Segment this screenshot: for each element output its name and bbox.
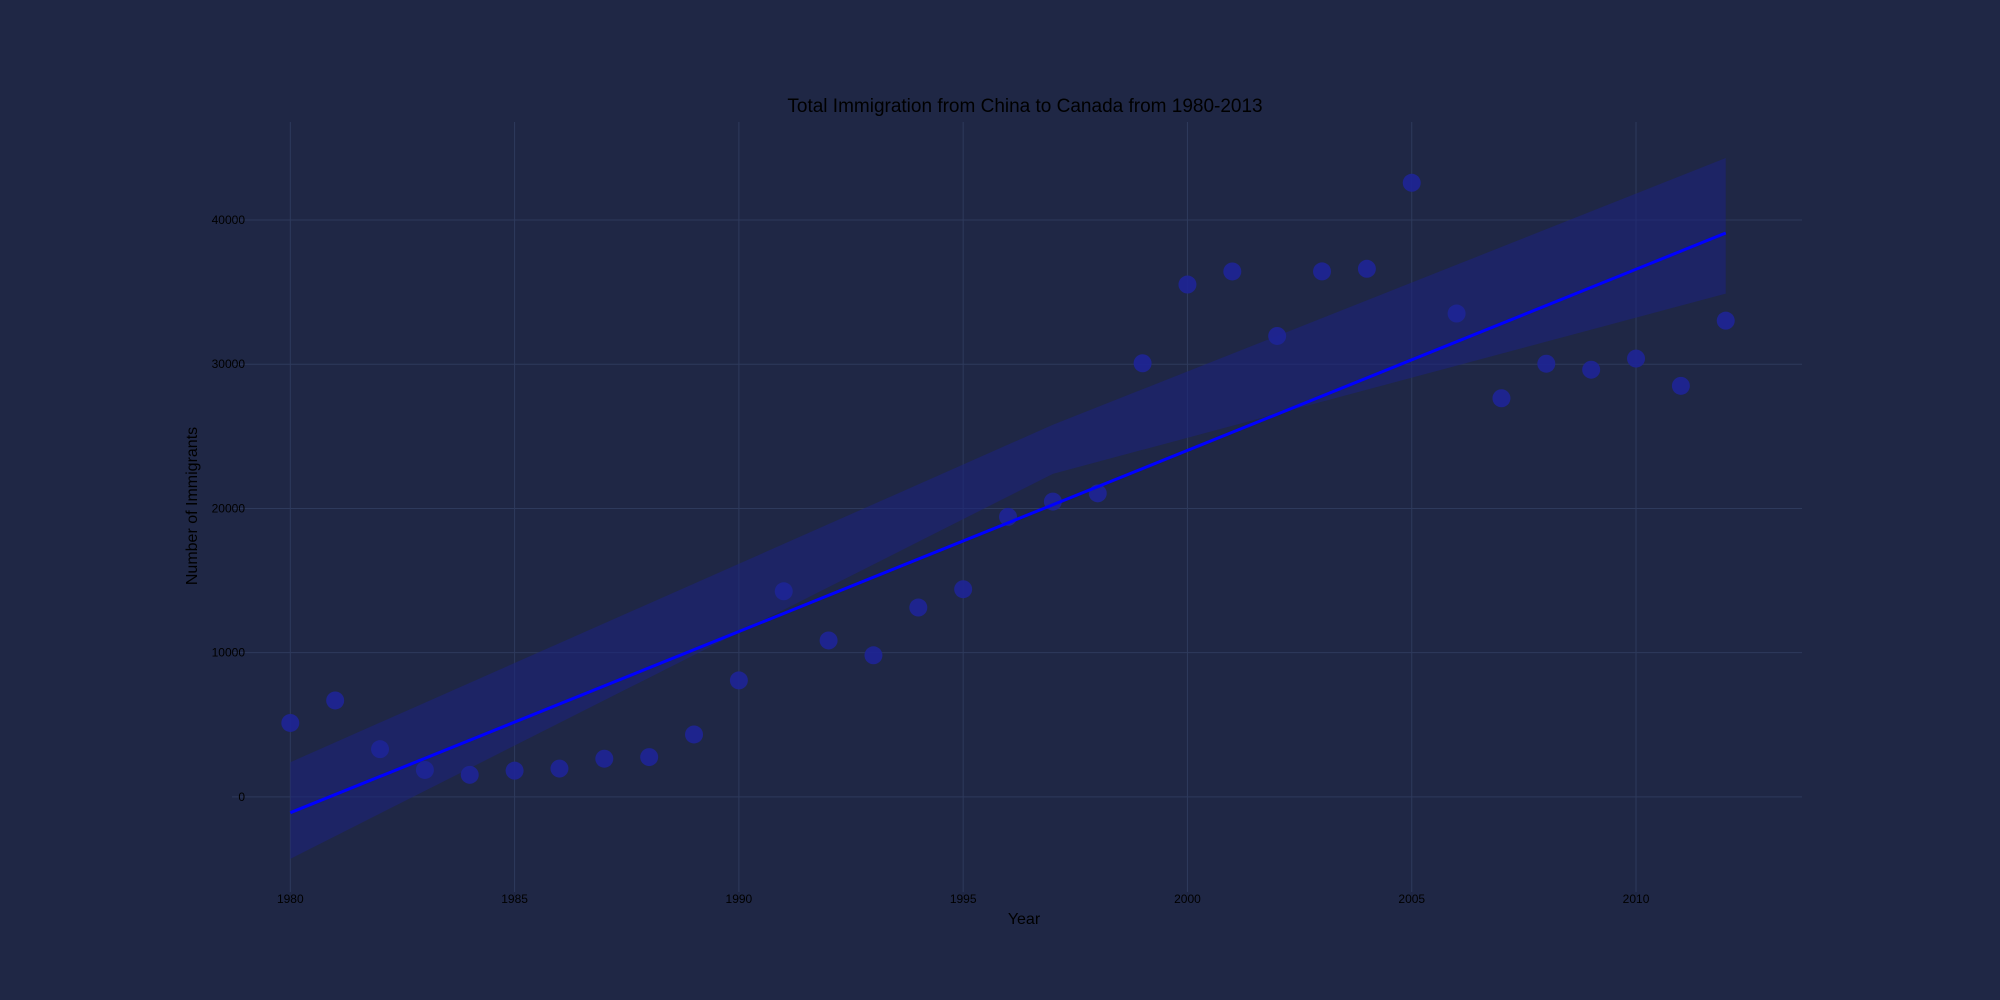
- data-point: [774, 582, 793, 601]
- data-point: [1671, 376, 1690, 395]
- data-point: [550, 759, 569, 778]
- x-tick-label: 1980: [277, 892, 304, 906]
- data-point: [1133, 354, 1152, 373]
- chart-title: Total Immigration from China to Canada f…: [787, 96, 1262, 117]
- y-tick-label: 30000: [212, 357, 246, 371]
- data-point: [1716, 311, 1735, 330]
- x-tick-label: 2000: [1174, 892, 1201, 906]
- x-tick-label: 1995: [950, 892, 977, 906]
- data-point: [819, 631, 838, 650]
- data-point: [685, 725, 704, 744]
- data-point: [505, 761, 524, 780]
- confidence-band: [290, 158, 1726, 859]
- tick-labels: 1980 1985 1990 1995 2000 2005 2010 0 10000 20000 3…: [212, 213, 1650, 906]
- data-point: [1627, 349, 1646, 368]
- y-tick-label: 0: [238, 790, 245, 804]
- data-point: [1582, 360, 1601, 379]
- data-point: [909, 598, 928, 617]
- data-points: [281, 173, 1735, 784]
- regression-line-layer: [289, 231, 1727, 815]
- data-point: [460, 765, 479, 784]
- data-point: [954, 580, 973, 599]
- grid: [232, 122, 1802, 892]
- data-point: [281, 713, 300, 732]
- data-point: [595, 749, 614, 768]
- data-point: [1178, 275, 1197, 294]
- x-tick-label: 2005: [1398, 892, 1425, 906]
- y-tick-label: 40000: [212, 213, 246, 227]
- data-point: [1492, 389, 1511, 408]
- data-point: [1357, 259, 1376, 278]
- y-axis-label: Number of Immigrants: [184, 427, 201, 585]
- y-tick-label: 10000: [212, 646, 246, 660]
- x-tick-label: 1990: [726, 892, 753, 906]
- x-axis-label: Year: [1008, 911, 1041, 928]
- data-point: [326, 691, 345, 710]
- data-point: [729, 671, 748, 690]
- data-point: [1537, 354, 1556, 373]
- data-point: [371, 740, 390, 759]
- data-point: [1447, 304, 1466, 323]
- data-point: [415, 760, 434, 779]
- regression-line: [289, 231, 1727, 815]
- x-tick-label: 1985: [501, 892, 528, 906]
- data-point: [1402, 173, 1421, 192]
- y-tick-label: 20000: [212, 501, 246, 515]
- data-point: [640, 748, 659, 767]
- data-point: [1268, 326, 1287, 345]
- x-tick-label: 2010: [1623, 892, 1650, 906]
- data-point: [1313, 262, 1332, 281]
- data-point: [864, 646, 883, 665]
- confidence-band-layer: [290, 158, 1726, 859]
- data-point: [1223, 262, 1242, 281]
